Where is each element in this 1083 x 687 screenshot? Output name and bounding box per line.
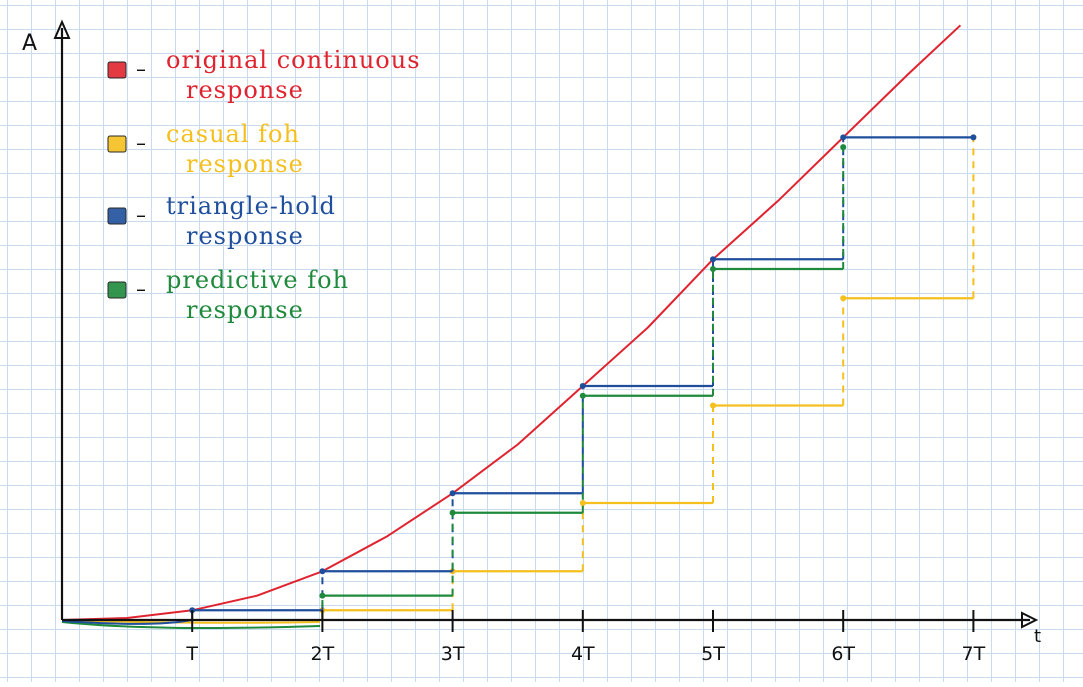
y-axis-arrow-icon [53, 19, 71, 39]
near-zero-trace [61, 619, 193, 625]
x-tick-label: 4T [571, 643, 595, 665]
legend-dash: – [136, 131, 146, 155]
x-tick-label: 6T [831, 643, 855, 665]
legend-label: original continuous [166, 46, 421, 74]
predictive-sample-point [319, 592, 326, 599]
x-tick-label: 2T [311, 643, 335, 665]
x-tick-label: T [185, 643, 198, 665]
legend-label: triangle-hold [166, 192, 336, 220]
predictive-sample-point [579, 392, 586, 399]
legend-label: response [186, 150, 304, 178]
original-curve [61, 24, 962, 621]
legend-label: predictive foh [166, 266, 349, 294]
legend-swatch-icon [107, 135, 127, 153]
axes-layer: A t [22, 19, 1041, 647]
legend-swatch-icon [107, 207, 127, 225]
triangle-sample-point [840, 134, 847, 141]
legend-label: response [186, 222, 304, 250]
legend-label: response [186, 76, 304, 104]
legend-swatch-icon [107, 61, 127, 79]
triangle-sample-point [710, 256, 716, 263]
legend-label: response [186, 296, 304, 324]
causal-sample-point [579, 500, 586, 506]
legend-dash: – [136, 203, 146, 227]
x-tick-label: 5T [701, 643, 725, 665]
y-axis-label: A [22, 31, 37, 56]
predictive-sample-point [710, 266, 716, 272]
x-axis-label: t [1034, 626, 1041, 647]
legend-dash: – [136, 277, 146, 301]
x-tick-label: 7T [962, 643, 986, 665]
triangle-sample-point [970, 134, 977, 141]
predictive-sample-point [840, 144, 847, 151]
legend-dash: – [136, 57, 146, 81]
legend-swatch-icon [107, 281, 127, 299]
predictive-sample-point [449, 509, 456, 516]
triangle-sample-point [449, 490, 456, 497]
legend-label: casual foh [166, 120, 300, 148]
ticks-layer: T 2T 3T 4T 5T 6T 7T [185, 610, 986, 665]
causal-sample-point [840, 295, 847, 302]
causal-sample-point [710, 402, 716, 409]
x-tick-label: 3T [441, 643, 465, 665]
triangle-sample-point [579, 383, 586, 389]
near-zero-trace [61, 621, 321, 630]
series-layer [61, 24, 977, 630]
x-axis-arrow-icon [1021, 611, 1039, 629]
triangle-sample-point [319, 568, 326, 575]
